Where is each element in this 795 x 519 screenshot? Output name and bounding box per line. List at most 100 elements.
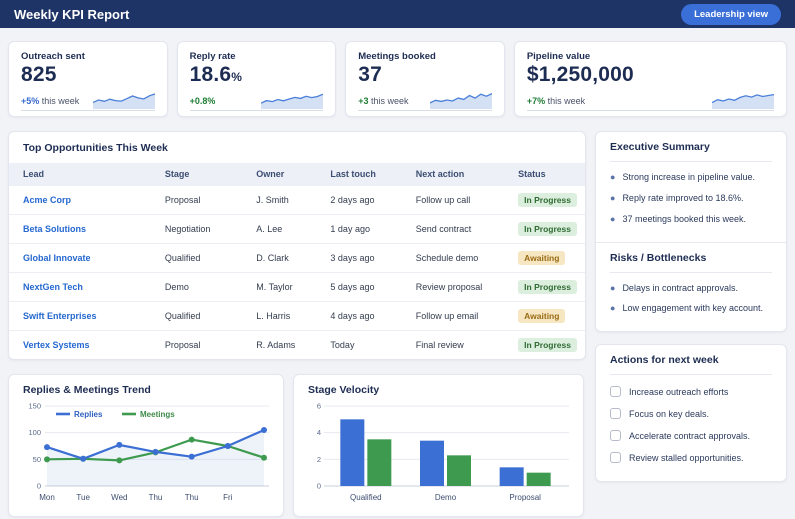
kpi-delta-value: +7% (526, 96, 546, 107)
table-row: Swift Enterprises Qualified L. Harris 4 day… (9, 301, 585, 331)
svg-text:50: 50 (33, 455, 41, 464)
kpi-delta: +7% this week (527, 96, 585, 110)
kpi-card: Meetings booked 37 +3 this week (345, 41, 505, 118)
kpi-sparkline (712, 94, 774, 110)
kpi-value: 37 (358, 63, 382, 86)
kpi-label: Pipeline value (526, 51, 591, 62)
next-action-cell: Schedule demo (407, 243, 511, 273)
svg-text:0: 0 (37, 482, 41, 491)
last-touch-cell: 2 days ago (322, 185, 408, 215)
kpi-sparkline (429, 93, 492, 110)
lead-link[interactable]: Global Innovate (9, 243, 157, 273)
action-checkbox[interactable] (610, 452, 621, 464)
owner-cell: R. Adams (248, 330, 323, 360)
action-item: Increase outreach efforts (610, 386, 772, 398)
stage-cell: Qualified (156, 301, 249, 331)
summary-item: ● Strong increase in pipeline value. (610, 172, 772, 183)
list-item-text: Reply rate improved to 18.6%. (622, 192, 744, 203)
risks-section: Risks / Bottlenecks ● Delays in contract … (596, 241, 786, 332)
kpi-card-footer: +7% this week (526, 88, 774, 112)
summary-item: ● Reply rate improved to 18.6%. (610, 193, 772, 204)
status-badge: In Progress (518, 338, 577, 353)
status-cell: Awaiting (510, 243, 585, 273)
status-badge: In Progress (518, 222, 577, 237)
status-badge: In Progress (518, 193, 577, 208)
lead-link[interactable]: Swift Enterprises (9, 301, 157, 331)
svg-text:Thu: Thu (185, 493, 199, 502)
lead-link[interactable]: Acme Corp (9, 185, 157, 215)
kpi-card: Pipeline value $1,250,000 +7% this week (513, 41, 787, 118)
trend-chart-title: Replies & Meetings Trend (23, 384, 151, 397)
stage-cell: Proposal (156, 185, 249, 215)
svg-text:2: 2 (317, 455, 321, 464)
last-touch-cell: Today (322, 330, 408, 360)
kpi-delta: +3 this week (358, 96, 408, 110)
svg-text:6: 6 (317, 402, 321, 411)
actions-section: Actions for next week Increase outreach … (596, 345, 786, 481)
action-item: Review stalled opportunities. (610, 452, 772, 464)
bullet-icon: ● (610, 213, 616, 224)
table-row: Acme Corp Proposal J. Smith 2 days ago Follo… (9, 185, 585, 215)
table-row: NextGen Tech Demo M. Taylor 5 days ago Revie… (9, 272, 585, 302)
svg-text:100: 100 (28, 428, 41, 437)
status-cell: In Progress (510, 272, 585, 302)
status-cell: In Progress (510, 185, 585, 215)
bullet-icon: ● (610, 303, 616, 314)
svg-text:Tue: Tue (76, 493, 90, 502)
summary-risks-panel: Executive Summary ● Strong increase in pi… (595, 131, 787, 333)
owner-cell: J. Smith (248, 185, 323, 215)
executive-summary-section: Executive Summary ● Strong increase in pi… (596, 132, 786, 241)
svg-text:Mon: Mon (39, 493, 55, 502)
bullet-icon: ● (610, 282, 616, 293)
action-checkbox[interactable] (610, 386, 621, 398)
kpi-delta-value: +0.8% (189, 96, 216, 107)
list-item-text: 37 meetings booked this week. (622, 213, 747, 224)
action-label: Focus on key deals. (629, 408, 710, 419)
action-label: Accelerate contract approvals. (629, 430, 751, 441)
risk-item: ● Low engagement with key account. (610, 303, 772, 314)
next-action-cell: Follow up call (407, 185, 511, 215)
kpi-delta-suffix: this week (547, 96, 586, 107)
kpi-delta-suffix: this week (41, 96, 80, 107)
kpi-sparkline (92, 93, 155, 110)
status-cell: In Progress (510, 330, 585, 360)
svg-text:150: 150 (28, 402, 41, 411)
action-label: Review stalled opportunities. (629, 452, 744, 463)
owner-cell: L. Harris (248, 301, 323, 331)
risks-title: Risks / Bottlenecks (610, 252, 772, 273)
action-checkbox[interactable] (610, 430, 621, 442)
next-action-cell: Review proposal (407, 272, 511, 302)
lead-link[interactable]: Beta Solutions (9, 214, 157, 244)
opportunities-table: Lead Stage Owner Last touch Next action Statu… (9, 163, 585, 360)
kpi-card-footer: +3 this week (358, 88, 492, 112)
main-row: Top Opportunities This Week Lead Stage Own… (8, 131, 787, 518)
app-header: Weekly KPI Report Leadership view (0, 0, 795, 28)
stage-cell: Demo (156, 272, 249, 302)
lead-link[interactable]: NextGen Tech (9, 272, 157, 302)
table-row: Global Innovate Qualified D. Clark 3 days a… (9, 243, 585, 273)
trend-chart-panel: Replies & Meetings Trend 0 50 100 150 Mon Tue… (8, 374, 284, 518)
kpi-sparkline (261, 93, 324, 110)
kpi-delta-value: +5% (21, 96, 40, 107)
stage-velocity-bar-chart: 0 2 4 6 Qualified Demo Proposal (317, 402, 569, 502)
actions-panel: Actions for next week Increase outreach … (595, 344, 787, 483)
leadership-view-button[interactable]: Leadership view (681, 3, 781, 25)
kpi-label: Reply rate (189, 51, 236, 62)
owner-cell: A. Lee (248, 214, 323, 244)
last-touch-cell: 4 days ago (322, 301, 408, 331)
stage-cell: Qualified (156, 243, 249, 273)
dashboard-content: Outreach sent 825 +5% this week Reply rate 1… (0, 41, 795, 518)
lead-link[interactable]: Vertex Systems (9, 330, 157, 360)
action-checkbox[interactable] (610, 408, 621, 420)
next-action-cell: Follow up email (407, 301, 511, 331)
next-action-cell: Final review (407, 330, 511, 360)
kpi-cards: Outreach sent 825 +5% this week Reply rate 1… (8, 41, 787, 118)
svg-text:Thu: Thu (149, 493, 163, 502)
status-badge: Awaiting (518, 309, 566, 324)
status-badge: Awaiting (518, 251, 566, 266)
last-touch-cell: 5 days ago (322, 272, 408, 302)
stage-velocity-title: Stage Velocity (308, 384, 380, 397)
risk-item: ● Delays in contract approvals. (610, 283, 772, 294)
table-row: Beta Solutions Negotiation A. Lee 1 day ago… (9, 214, 585, 244)
kpi-delta-suffix: this week (371, 96, 409, 107)
